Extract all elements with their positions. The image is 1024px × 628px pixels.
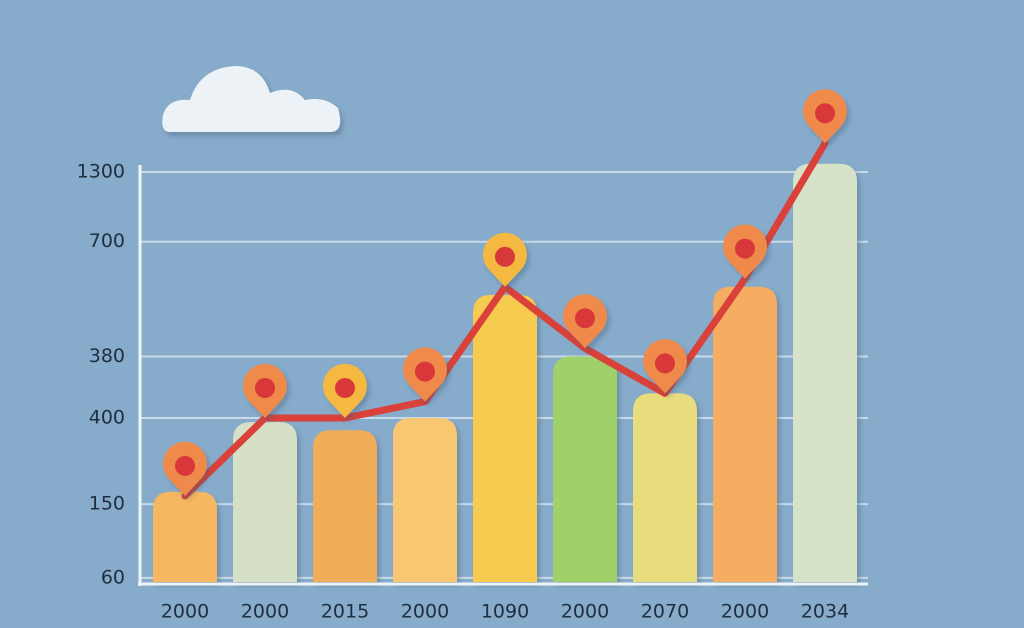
x-tick-label: 2034: [801, 601, 849, 623]
bar: [713, 286, 777, 582]
bars: [153, 163, 857, 583]
line-layer: [163, 89, 848, 500]
x-tick-label: 1090: [481, 601, 529, 623]
y-tick-label: 400: [89, 407, 125, 429]
bar: [793, 163, 857, 583]
bar: [313, 430, 377, 582]
bar: [553, 356, 617, 582]
pin-dot: [335, 378, 355, 398]
pin-dot: [495, 246, 515, 267]
pin-dot: [815, 103, 835, 124]
y-tick-label: 60: [101, 566, 125, 588]
x-tick-label: 2000: [401, 601, 449, 623]
pin-dot: [415, 361, 435, 382]
pin-dot: [175, 455, 195, 476]
x-tick-label: 2000: [161, 601, 209, 623]
x-tick-label: 2000: [561, 601, 609, 623]
y-tick-label: 150: [89, 493, 125, 515]
bar: [473, 295, 537, 582]
y-tick-label: 380: [89, 345, 125, 367]
bar: [233, 422, 297, 582]
pin-dot: [255, 378, 275, 398]
pin-dot: [735, 238, 755, 259]
x-tick-label: 2000: [721, 601, 769, 623]
bar: [153, 491, 217, 582]
x-tick-label: 2015: [321, 601, 369, 623]
x-tick-label: 2070: [641, 601, 689, 623]
cloud: [162, 66, 341, 132]
pin-dot: [655, 353, 675, 374]
y-tick-label: 1300: [77, 161, 125, 183]
x-tick-label: 2000: [241, 601, 289, 623]
pin-dot: [575, 308, 595, 329]
y-tick-label: 700: [89, 230, 125, 252]
labels: 60 150 400 380 700 1300 2000 2000 2015 2000 1090 20…: [77, 161, 850, 623]
bar: [393, 418, 457, 582]
bar: [633, 393, 697, 582]
